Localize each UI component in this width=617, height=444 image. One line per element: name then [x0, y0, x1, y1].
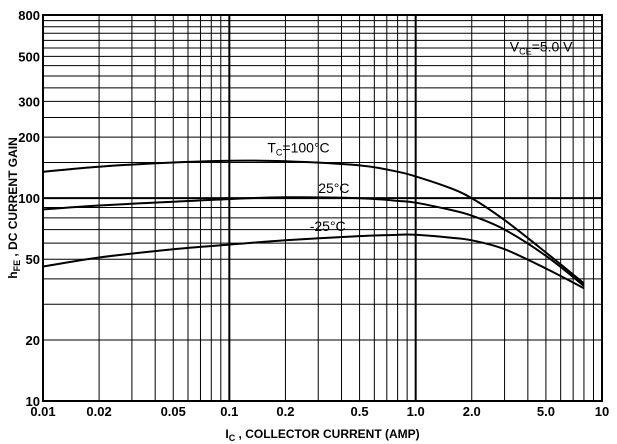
series-label-minus-25c: -25°C: [310, 218, 346, 234]
y-tick-label: 50: [26, 252, 40, 267]
x-tick-label: 2.0: [463, 404, 481, 419]
x-tick-label: 5.0: [537, 404, 555, 419]
x-tick-label: 0.01: [30, 404, 55, 419]
x-tick-labels: 0.01 0.02 0.05 0.1 0.2 0.5 1.0 2.0 5.0 10: [30, 404, 609, 419]
major-gridlines: [43, 15, 602, 402]
y-tick-label: 20: [26, 333, 40, 348]
x-tick-label: 0.05: [161, 404, 186, 419]
y-tick-label: 100: [18, 191, 40, 206]
x-tick-label: 0.02: [86, 404, 111, 419]
series-label-tc-100c: TC=100°C: [267, 139, 329, 157]
y-tick-label: 10: [26, 394, 40, 409]
x-tick-label: 10: [595, 404, 609, 419]
vce-condition-label: VCE=5.0 V: [510, 38, 573, 56]
curve-minus-25c: [42, 233, 585, 290]
x-tick-label: 0.2: [276, 404, 294, 419]
x-axis-label: IC , COLLECTOR CURRENT (AMP): [225, 427, 419, 443]
y-axis-label: hFE , DC CURRENT GAIN: [6, 137, 22, 279]
y-tick-label: 200: [18, 130, 40, 145]
x-tick-label: 0.5: [351, 404, 369, 419]
y-tick-label: 800: [18, 8, 40, 23]
y-tick-label: 300: [18, 94, 40, 109]
curve-tc-100c: [42, 159, 585, 285]
plot-frame: [42, 14, 603, 402]
curve-25c: [42, 196, 585, 287]
y-tick-label: 500: [18, 49, 40, 64]
x-tick-label: 0.1: [220, 404, 238, 419]
minor-gridlines: [42, 14, 602, 402]
y-tick-labels: 10 20 50 100 200 300 500 800: [18, 8, 40, 409]
gain-curves: [42, 159, 585, 290]
series-label-25c: 25°C: [318, 180, 349, 196]
x-tick-label: 1.0: [407, 404, 425, 419]
